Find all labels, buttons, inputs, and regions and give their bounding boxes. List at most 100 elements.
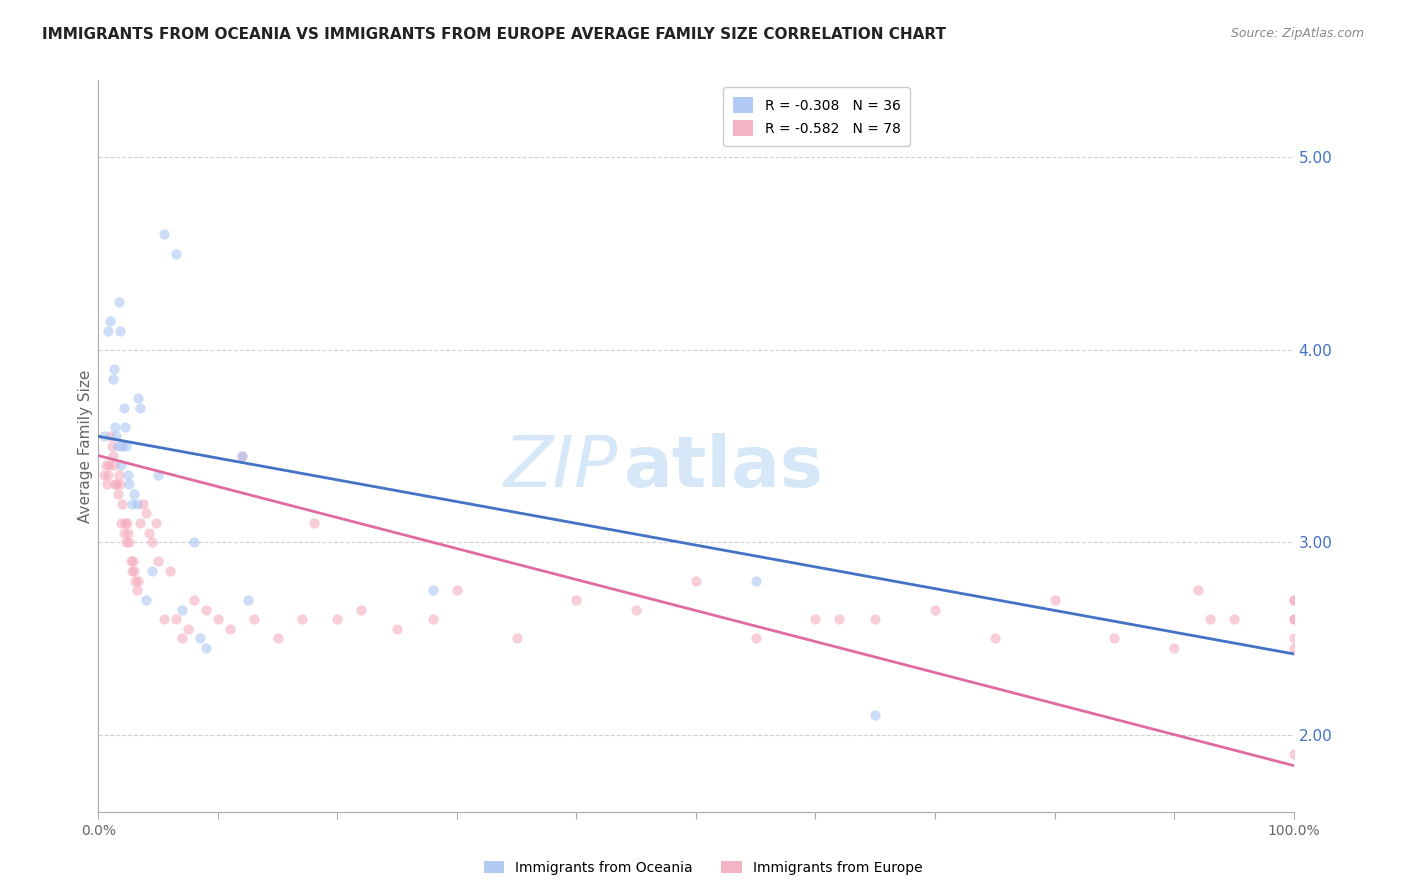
Point [231, 449, 253, 463]
Point [1282, 632, 1305, 646]
Point [100, 439, 122, 453]
Point [103, 458, 125, 473]
Point [98, 314, 122, 328]
Point [165, 612, 187, 626]
Point [924, 602, 946, 616]
Point [188, 632, 211, 646]
Point [159, 564, 181, 578]
Point [183, 535, 205, 549]
Point [1187, 583, 1209, 598]
Point [112, 401, 135, 415]
Point [101, 371, 124, 385]
Point [1223, 612, 1246, 626]
Point [111, 497, 134, 511]
Point [172, 632, 194, 646]
Point [1199, 612, 1222, 626]
Point [98, 429, 122, 443]
Point [105, 429, 128, 443]
Point [165, 246, 187, 260]
Point [98, 458, 121, 473]
Point [129, 516, 152, 530]
Point [107, 439, 129, 453]
Point [124, 574, 146, 588]
Point [506, 632, 529, 646]
Point [177, 622, 200, 636]
Point [267, 632, 290, 646]
Point [385, 622, 409, 636]
Point [243, 612, 266, 626]
Point [114, 516, 136, 530]
Point [1282, 612, 1305, 626]
Legend: Immigrants from Oceania, Immigrants from Europe: Immigrants from Oceania, Immigrants from… [478, 855, 928, 880]
Point [117, 467, 139, 482]
Point [115, 516, 138, 530]
Point [148, 554, 170, 568]
Point [172, 602, 194, 616]
Point [105, 477, 128, 491]
Point [685, 574, 707, 588]
Point [125, 497, 148, 511]
Point [135, 593, 157, 607]
Point [127, 574, 149, 588]
Point [120, 554, 142, 568]
Point [110, 516, 132, 530]
Point [219, 622, 242, 636]
Point [183, 593, 205, 607]
Point [110, 458, 132, 473]
Point [127, 391, 149, 405]
Point [124, 564, 146, 578]
Point [114, 419, 136, 434]
Y-axis label: Average Family Size: Average Family Size [77, 369, 93, 523]
Point [135, 507, 157, 521]
Point [422, 612, 444, 626]
Point [745, 632, 768, 646]
Point [108, 324, 131, 338]
Point [118, 535, 141, 549]
Point [626, 602, 648, 616]
Point [1282, 747, 1305, 761]
Point [1282, 593, 1305, 607]
Text: ZIP: ZIP [503, 434, 619, 502]
Point [103, 362, 125, 376]
Point [1163, 641, 1185, 656]
Point [422, 583, 444, 598]
Point [107, 467, 129, 482]
Point [291, 612, 314, 626]
Point [122, 554, 145, 568]
Point [97, 467, 120, 482]
Point [138, 525, 160, 540]
Point [104, 419, 127, 434]
Point [1104, 632, 1126, 646]
Point [1043, 593, 1066, 607]
Point [115, 535, 138, 549]
Point [1282, 593, 1305, 607]
Point [984, 632, 1007, 646]
Point [141, 535, 163, 549]
Point [101, 449, 124, 463]
Point [118, 477, 141, 491]
Point [148, 467, 170, 482]
Point [1282, 612, 1305, 626]
Point [804, 612, 827, 626]
Point [565, 593, 588, 607]
Text: IMMIGRANTS FROM OCEANIA VS IMMIGRANTS FROM EUROPE AVERAGE FAMILY SIZE CORRELATIO: IMMIGRANTS FROM OCEANIA VS IMMIGRANTS FR… [42, 27, 946, 42]
Point [107, 487, 129, 501]
Point [112, 525, 135, 540]
Point [93, 467, 115, 482]
Point [446, 583, 468, 598]
Point [828, 612, 851, 626]
Point [865, 708, 887, 723]
Legend: R = -0.308   N = 36, R = -0.582   N = 78: R = -0.308 N = 36, R = -0.582 N = 78 [723, 87, 910, 145]
Point [104, 477, 127, 491]
Point [117, 525, 139, 540]
Point [124, 487, 146, 501]
Point [350, 602, 373, 616]
Point [115, 439, 138, 453]
Text: Source: ZipAtlas.com: Source: ZipAtlas.com [1230, 27, 1364, 40]
Point [141, 564, 163, 578]
Point [121, 497, 143, 511]
Point [195, 602, 218, 616]
Point [153, 612, 176, 626]
Point [745, 574, 768, 588]
Point [131, 497, 153, 511]
